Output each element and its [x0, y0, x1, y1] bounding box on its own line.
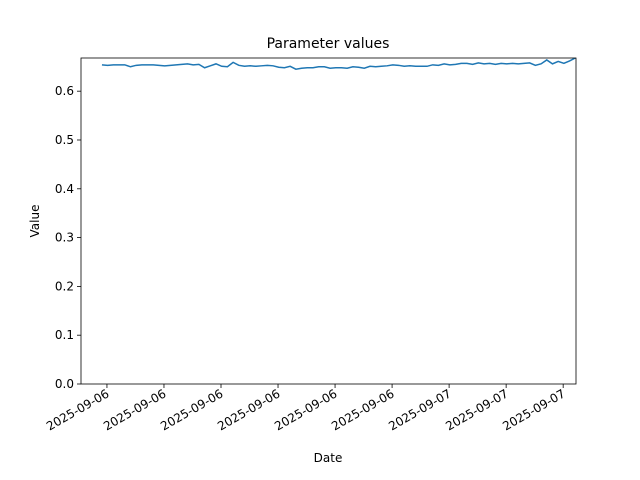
x-tick-label: 2025-09-06 — [215, 386, 282, 433]
x-axis-label: Date — [314, 451, 343, 465]
chart-title: Parameter values — [267, 36, 390, 52]
y-tick-label: 0.0 — [55, 377, 74, 391]
x-tick-label: 2025-09-06 — [272, 386, 339, 433]
y-tick-label: 0.6 — [55, 84, 74, 98]
y-tick-label: 0.2 — [55, 279, 74, 293]
y-tick-label: 0.4 — [55, 182, 74, 196]
plot-frame — [80, 57, 577, 385]
x-tick-label: 2025-09-06 — [44, 386, 111, 433]
x-tick-label: 2025-09-06 — [158, 386, 225, 433]
y-axis-label: Value — [28, 205, 42, 238]
y-tick-label: 0.1 — [55, 328, 74, 342]
x-tick-label: 2025-09-07 — [500, 386, 567, 433]
y-tick-label: 0.3 — [55, 231, 74, 245]
y-tick-label: 0.5 — [55, 133, 74, 147]
x-tick-label: 2025-09-06 — [101, 386, 168, 433]
data-line — [101, 58, 576, 71]
x-tick-label: 2025-09-07 — [443, 386, 510, 433]
x-tick-label: 2025-09-07 — [386, 386, 453, 433]
x-tick-label: 2025-09-06 — [329, 386, 396, 433]
